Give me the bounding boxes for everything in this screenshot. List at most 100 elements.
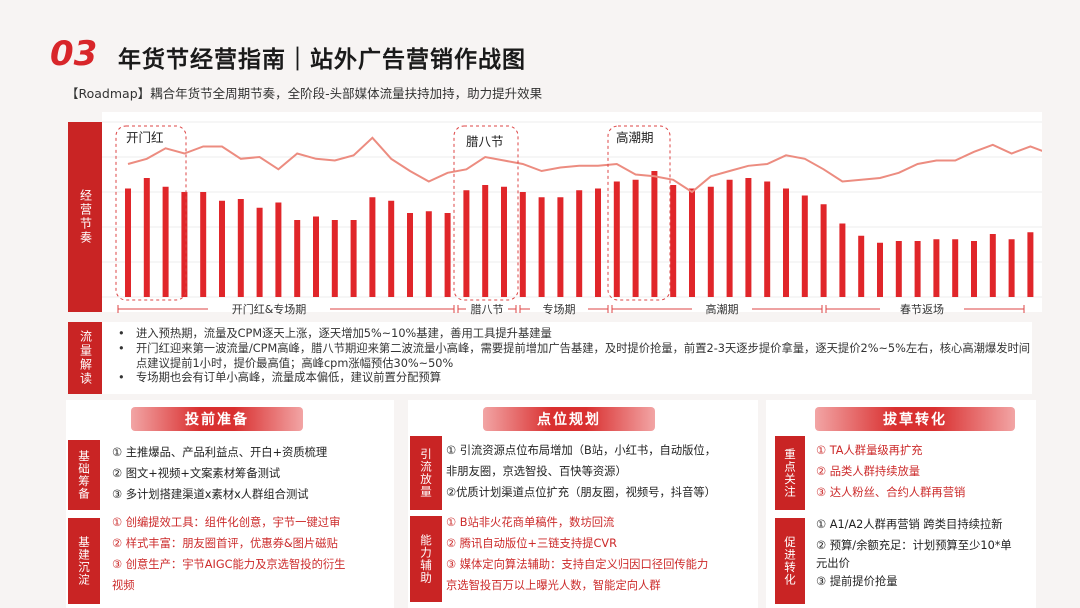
- group-side-label: 基础筹备: [68, 440, 100, 510]
- chart-bar: [595, 188, 601, 297]
- chart-bar: [557, 197, 564, 297]
- list-item: ② 图文+视频+文案素材筹备测试: [112, 467, 281, 480]
- group-side-label: 引流放量: [410, 436, 442, 510]
- interpretation-bullet: • 开门红迎来第一波流量/CPM高峰，腊八节期迎来第二波流量小高峰，需要提前增加广…: [118, 342, 1031, 370]
- chart-bar: [745, 178, 752, 297]
- interpretation-side-label: 流量解读: [68, 322, 102, 394]
- conversion-promote-list: ① A1/A2人群再营销 跨类目持续拉新 ② 预算/余额充足：计划预算至少10*…: [816, 514, 1034, 592]
- chart-bar: [275, 202, 282, 297]
- list-item: ③ 媒体定向算法辅助：支持自定义归因口径回传能力: [446, 558, 709, 571]
- chart-bar: [632, 179, 639, 297]
- highlight-label-labajie: 腊八节: [466, 134, 504, 149]
- chart-bar: [501, 186, 507, 297]
- page-title: 年货节经营指南｜站外广告营销作战图: [118, 47, 526, 73]
- interpretation-bullet: • 专场期也会有订单小高峰，流量成本偏低，建议前置分配预算: [118, 371, 442, 384]
- chart-bar: [425, 211, 432, 297]
- chart-bar: [1027, 232, 1034, 297]
- list-item: ① B站非火花商单稿件，数坊回流: [446, 516, 615, 529]
- list-item: ②优质计划渠道点位扩充（朋友圈，视频号，抖音等）: [446, 486, 716, 499]
- list-item: 京选智投百万以上曝光人数，智能定向人群: [446, 579, 661, 592]
- panel-title-conversion: 拔草转化: [815, 407, 1015, 431]
- list-item: 非朋友圈，京选智投、百快等资源）: [446, 465, 627, 478]
- panel-title-placement: 点位规划: [483, 407, 655, 431]
- placement-assist-list: ① B站非火花商单稿件，数坊回流 ② 腾讯自动版位+三链支持提CVR ③ 媒体定…: [446, 512, 756, 596]
- chart-bar: [125, 188, 131, 297]
- chart-bar: [1008, 239, 1015, 297]
- chart-bar: [407, 213, 413, 297]
- traffic-trend-line: [127, 136, 1042, 194]
- list-item: ② 样式丰富：朋友圈首评，优惠券&图片磁贴: [112, 537, 338, 550]
- list-item: ③ 创意生产：宇节AIGC能力及京选智投的衍生: [112, 558, 346, 571]
- chart-bar: [143, 178, 150, 297]
- panel-placement: [408, 400, 758, 608]
- chart-bar: [707, 186, 714, 297]
- group-side-label: 基建沉淀: [68, 518, 100, 604]
- chart-bar: [237, 199, 244, 297]
- list-item: ① 主推爆品、产品利益点、开白+资质梳理: [112, 446, 328, 459]
- interpretation-background: [102, 322, 1032, 394]
- chart-bar: [971, 241, 977, 297]
- chart-bar: [482, 185, 489, 297]
- chart-bar: [576, 190, 583, 297]
- chart-bar: [670, 185, 677, 297]
- section-number: 03: [50, 34, 98, 74]
- rhythm-side-label: 经营节奏: [68, 122, 102, 312]
- placement-traffic-list: ① 引流资源点位布局增加（B站，小红书，自动版位， 非朋友圈，京选智投、百快等资…: [446, 440, 756, 503]
- chart-bar: [726, 179, 733, 297]
- chart-bar: [858, 235, 865, 297]
- phase-label-labajie: 腊八节: [471, 303, 504, 316]
- prepare-basic-list: ① 主推爆品、产品利益点、开白+资质梳理 ② 图文+视频+文案素材筹备测试 ③ …: [112, 442, 392, 505]
- group-side-label: 重点关注: [775, 436, 805, 510]
- chart-bar: [444, 213, 451, 297]
- phase-label-kaimenhong: 开门红&专场期: [232, 302, 307, 316]
- chart-bar: [613, 181, 620, 297]
- panel-title-prepare: 投前准备: [131, 407, 303, 431]
- list-item: ① A1/A2人群再营销 跨类目持续拉新: [816, 518, 1003, 531]
- chart-bar: [651, 171, 658, 297]
- list-item: ① 引流资源点位布局增加（B站，小红书，自动版位，: [446, 444, 717, 457]
- chart-bar: [463, 190, 470, 297]
- list-item: ② 品类人群持续放量: [816, 465, 921, 478]
- prepare-infra-list: ① 创编提效工具：组件化创意，宇节一键过审 ② 样式丰富：朋友圈首评，优惠券&图…: [112, 512, 392, 596]
- chart-bar: [933, 239, 940, 297]
- chart-bar: [331, 220, 338, 297]
- list-item: ② 腾讯自动版位+三链支持提CVR: [446, 537, 617, 550]
- interpretation-bullet: • 进入预热期，流量及CPM逐天上涨，逐天增加5%~10%基建，善用工具提升基建量: [118, 327, 552, 340]
- chart-bar: [256, 207, 263, 297]
- group-side-label: 能力辅助: [410, 516, 442, 602]
- chart-bar: [989, 234, 996, 297]
- chart-bar: [313, 216, 319, 297]
- chart-bar: [895, 241, 902, 297]
- chart-bar: [914, 241, 921, 297]
- chart-bar: [519, 192, 526, 297]
- chart-bar: [783, 188, 789, 297]
- chart-bar: [162, 186, 169, 297]
- chart-bar: [294, 220, 301, 297]
- phase-label-gaochao: 高潮期: [706, 302, 739, 316]
- chart-bar: [820, 204, 827, 297]
- panel-prepare: [66, 400, 394, 608]
- conversion-focus-list: ① TA人群量级再扩充 ② 品类人群持续放量 ③ 达人粉丝、合约人群再营销: [816, 440, 1034, 503]
- panel-conversion: [766, 400, 1036, 608]
- list-item: ③ 多计划搭建渠道x素材x人群组合测试: [112, 488, 309, 501]
- phase-label-zhuanchang: 专场期: [543, 302, 576, 316]
- chart-bar: [689, 188, 695, 297]
- chart-bar: [219, 200, 225, 297]
- chart-bar: [200, 192, 207, 297]
- group-side-label: 促进转化: [775, 518, 805, 604]
- list-item: ② 预算/余额充足：计划预算至少10*单: [816, 539, 1012, 552]
- highlight-box-kaimenhong: [115, 125, 187, 301]
- chart-bar: [369, 197, 376, 297]
- chart-bar: [839, 223, 846, 297]
- list-item: ① 创编提效工具：组件化创意，宇节一键过审: [112, 516, 341, 529]
- rhythm-chart: 开门红 腊八节 高潮期 开门红&专场期 腊八节 专场期 高潮期 春节返场: [102, 121, 1042, 316]
- list-item: 视频: [112, 579, 135, 592]
- highlight-label-gaochaoqi: 高潮期: [616, 130, 654, 145]
- page-subtitle: 【Roadmap】耦合年货节全周期节奏，全阶段-头部媒体流量扶持加持，助力提升效…: [66, 86, 543, 101]
- chart-bar: [801, 195, 808, 297]
- highlight-label-kaimenhong: 开门红: [126, 130, 164, 145]
- highlight-box-gaochaoqi: [607, 125, 671, 301]
- chart-bar: [538, 197, 545, 297]
- list-item: ③ 提前提价抢量: [816, 575, 898, 588]
- list-item: 元出价: [816, 557, 850, 570]
